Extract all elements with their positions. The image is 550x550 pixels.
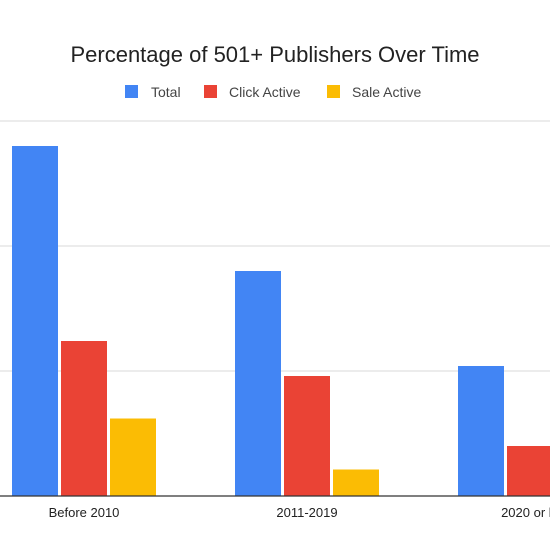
legend-label-click-active: Click Active: [229, 84, 301, 100]
x-tick-labels: Before 2010 2011-2019 2020 or la: [49, 505, 550, 520]
legend-label-total: Total: [151, 84, 181, 100]
bar-total-before-2010: [12, 146, 58, 496]
x-tick-label: Before 2010: [49, 505, 120, 520]
bar-sale-active-2011-2019: [333, 469, 379, 496]
x-tick-label: 2011-2019: [276, 505, 337, 520]
bar-click-active-2020-or-la: [507, 446, 550, 496]
chart-title: Percentage of 501+ Publishers Over Time: [70, 42, 479, 67]
legend-swatch-sale-active: [327, 85, 340, 98]
bar-total-2011-2019: [235, 271, 281, 496]
legend-swatch-total: [125, 85, 138, 98]
bar-total-2020-or-la: [458, 366, 504, 496]
bars: [12, 146, 550, 496]
bar-click-active-before-2010: [61, 341, 107, 496]
bar-click-active-2011-2019: [284, 376, 330, 496]
bar-sale-active-before-2010: [110, 418, 156, 496]
legend-swatch-click-active: [204, 85, 217, 98]
x-tick-label: 2020 or la: [501, 505, 550, 520]
legend: Total Click Active Sale Active: [125, 84, 421, 100]
legend-label-sale-active: Sale Active: [352, 84, 421, 100]
